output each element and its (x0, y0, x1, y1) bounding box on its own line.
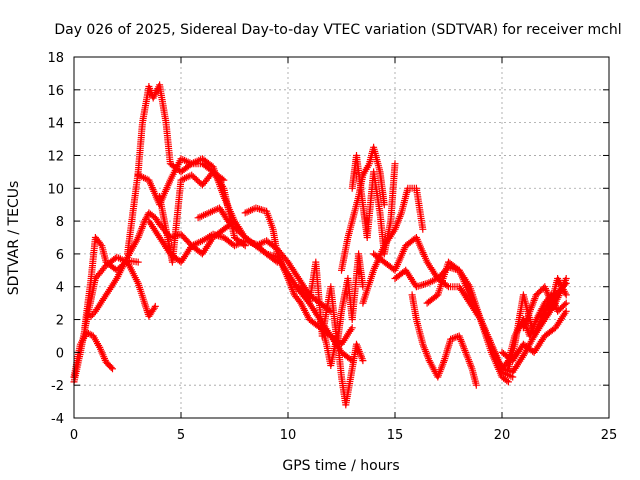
plot-frame (73, 56, 610, 419)
plus-marker-trace (316, 316, 367, 409)
plus-marker-trace (519, 275, 570, 332)
y-tick-label: -4 (51, 412, 64, 427)
x-axis-title: GPS time / hours (282, 458, 399, 474)
series-arc-12 (316, 316, 367, 409)
plus-marker-trace (81, 234, 142, 332)
y-tick-label: -2 (51, 379, 64, 394)
x-tick-label: 25 (601, 428, 618, 443)
series-arc-17 (391, 263, 512, 386)
plus-marker-trace (391, 263, 512, 386)
series-arc-22 (504, 275, 570, 373)
plus-marker-trace (359, 184, 427, 307)
x-tick-label: 15 (387, 428, 404, 443)
plus-marker-trace (408, 291, 480, 389)
plus-marker-trace (87, 209, 281, 320)
series-arc-4 (81, 234, 142, 332)
y-tick-label: 16 (47, 84, 64, 99)
y-tick-label: 2 (56, 314, 64, 329)
y-tick-label: 6 (56, 248, 64, 263)
chart-title: Day 026 of 2025, Sidereal Day-to-day VTE… (54, 22, 621, 38)
plot-marks (70, 81, 570, 409)
y-tick-label: 8 (56, 215, 64, 230)
x-tick-label: 0 (70, 428, 78, 443)
x-tick-label: 10 (280, 428, 297, 443)
y-tick-label: 14 (47, 117, 64, 132)
axis-ticks: -4 -2 0 2 4 6 8 10 12 14 16 18 0 5 10 15 20 25 (47, 51, 617, 443)
series-arc-3 (87, 209, 281, 320)
y-tick-label: 12 (47, 149, 64, 164)
x-tick-label: 20 (494, 428, 511, 443)
series-arc-23 (519, 275, 570, 332)
y-tick-label: 10 (47, 182, 64, 197)
series-arc-18 (408, 291, 480, 389)
y-axis-title: SDTVAR / TECUs (6, 181, 22, 296)
series-arc-15 (359, 184, 427, 307)
x-tick-label: 5 (177, 428, 185, 443)
y-tick-label: 18 (47, 51, 64, 66)
plus-marker-trace (504, 275, 570, 373)
y-tick-label: 0 (56, 346, 64, 361)
y-tick-label: 4 (56, 281, 64, 296)
